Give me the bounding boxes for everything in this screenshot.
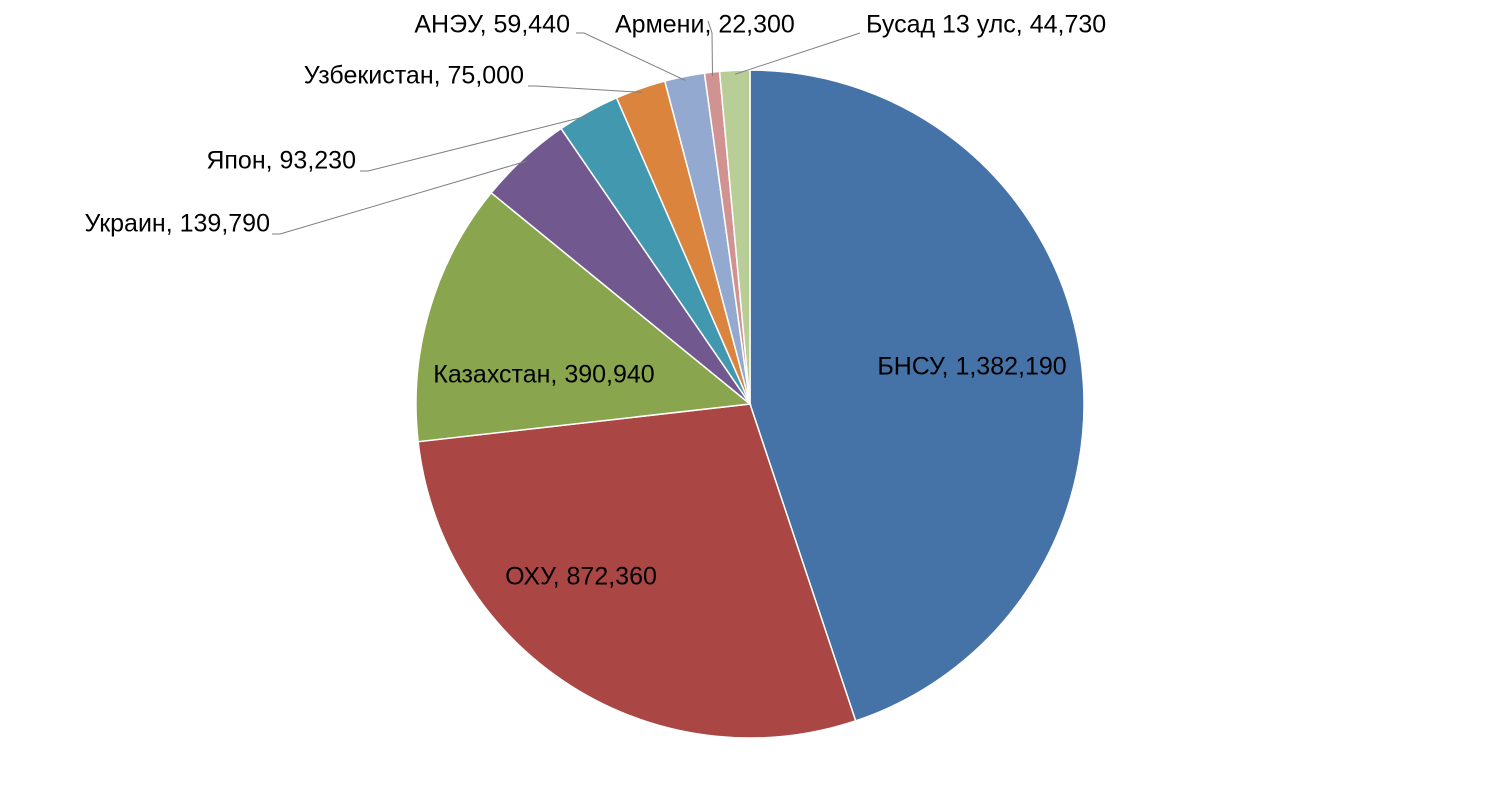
data-label-aneu: АНЭУ, 59,440 <box>414 11 570 39</box>
pie-slice-9 <box>718 69 751 405</box>
leader-line-9 <box>734 32 861 75</box>
data-label-ukrain: Украин, 139,790 <box>84 210 270 238</box>
pie-slice-2 <box>417 403 857 739</box>
data-label-uzbekistan: Узбекистан, 75,000 <box>304 62 524 90</box>
leader-line-6 <box>528 85 642 93</box>
data-label-armeni: Армени, 22,300 <box>615 11 795 39</box>
pie-slices <box>415 69 1085 739</box>
leader-lines <box>272 20 861 235</box>
leader-line-5 <box>360 114 591 172</box>
leader-line-8 <box>707 20 713 77</box>
leader-line-4 <box>272 160 527 235</box>
data-label-kazakhstan: Казахстан, 390,940 <box>433 361 654 389</box>
data-labels: БНСУ, 1,382,190 ОХУ, 872,360 Казахстан, … <box>84 11 1106 591</box>
pie-slice-3 <box>415 191 752 443</box>
data-label-bnsu: БНСУ, 1,382,190 <box>877 353 1066 381</box>
data-label-busad: Бусад 13 улс, 44,730 <box>866 11 1106 39</box>
data-label-okhu: ОХУ, 872,360 <box>505 563 657 591</box>
leader-line-7 <box>576 32 686 81</box>
data-label-yapon: Япон, 93,230 <box>206 147 356 175</box>
pie-slice-1 <box>749 69 1085 722</box>
